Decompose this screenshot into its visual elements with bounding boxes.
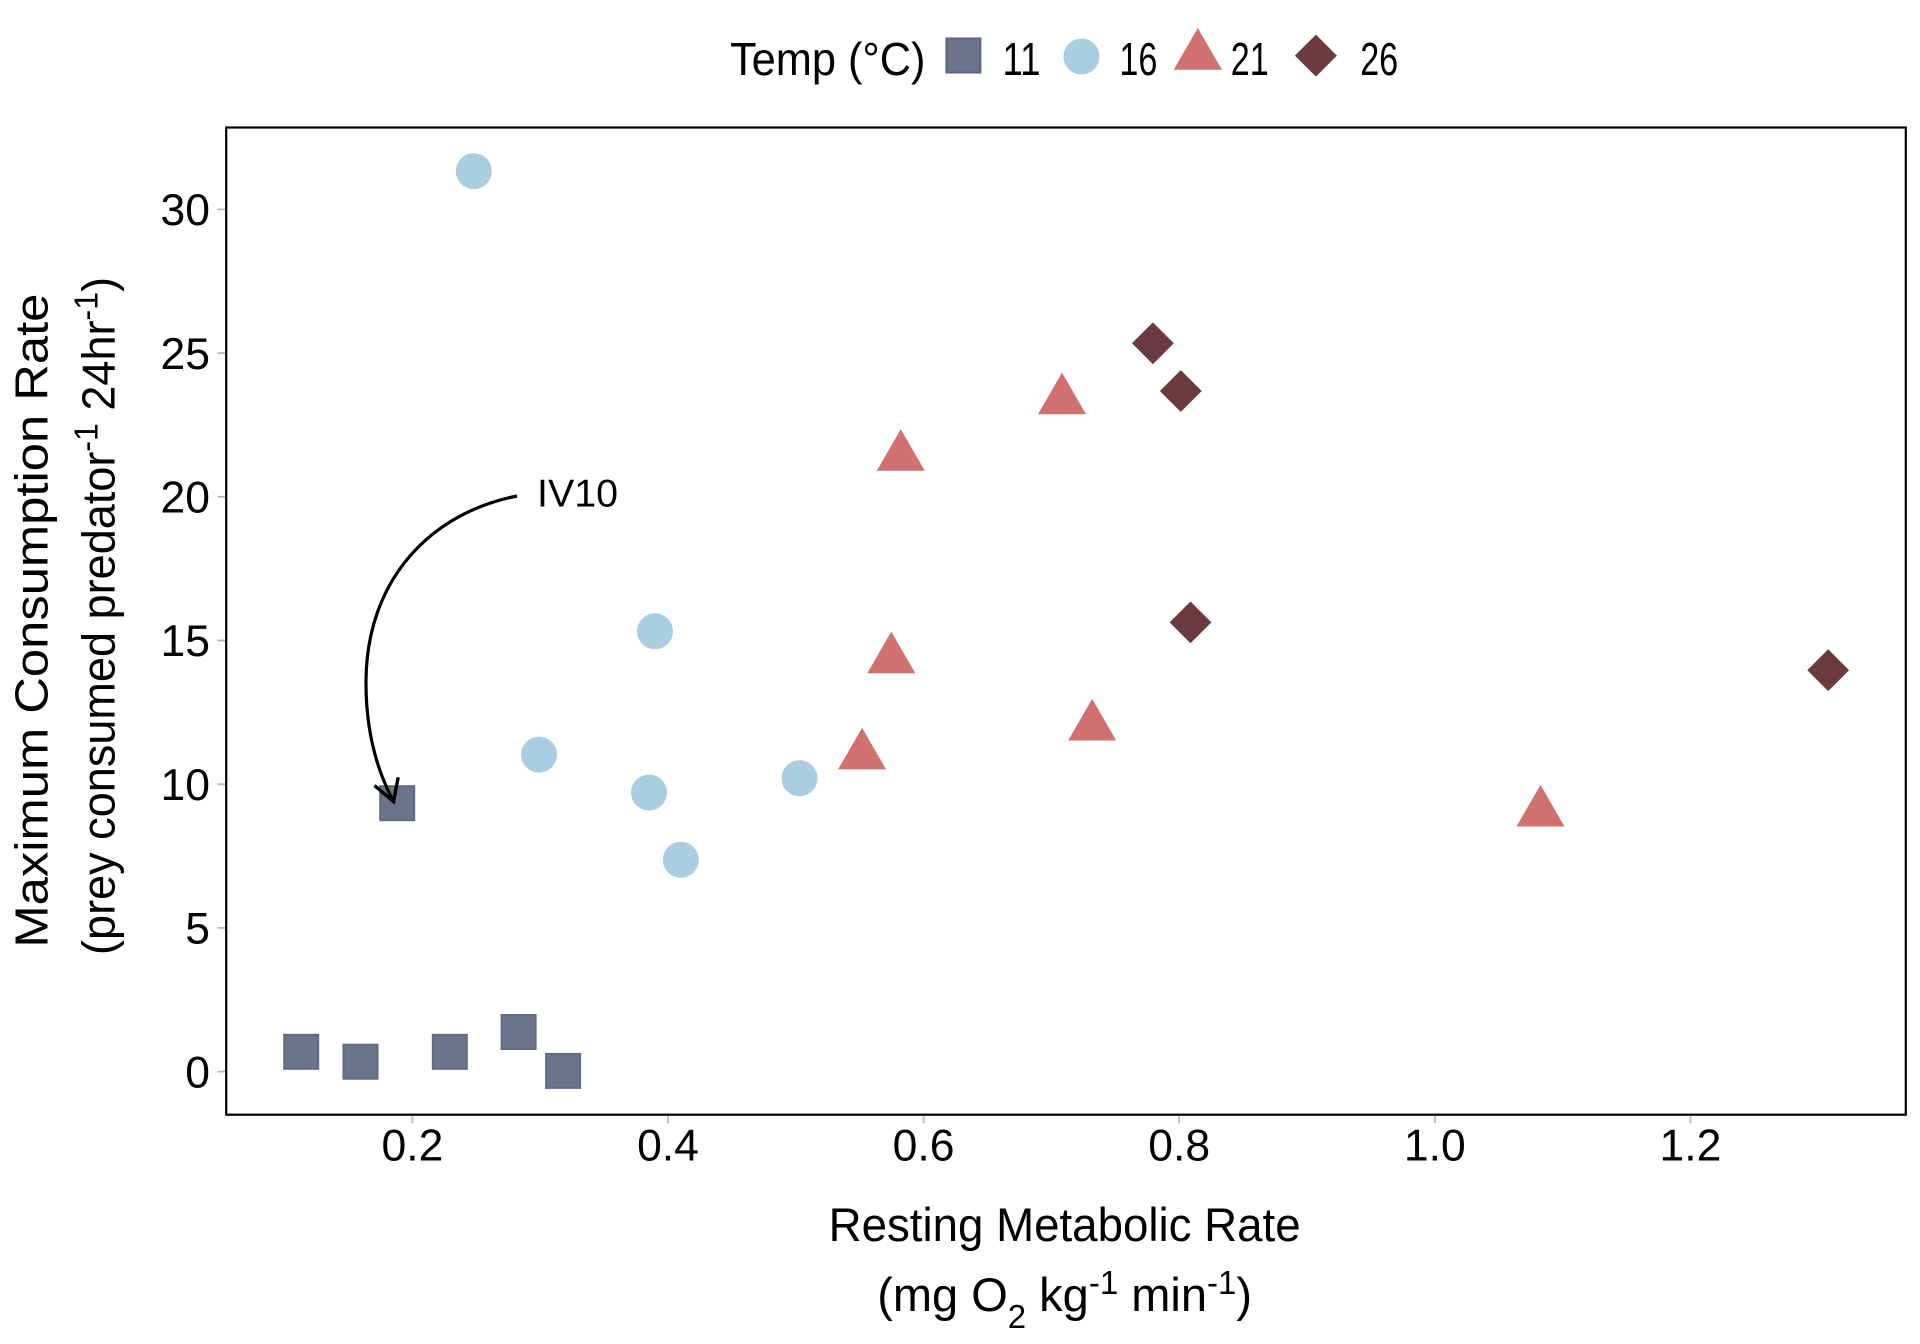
svg-text:11: 11 <box>1003 33 1041 85</box>
svg-text:0.6: 0.6 <box>893 1122 955 1171</box>
svg-text:1.0: 1.0 <box>1404 1122 1466 1171</box>
svg-text:0.4: 0.4 <box>637 1122 699 1171</box>
svg-text:10: 10 <box>161 761 211 810</box>
svg-text:20: 20 <box>161 474 211 523</box>
svg-text:5: 5 <box>185 905 210 954</box>
svg-text:Maximum Consumption Rate: Maximum Consumption Rate <box>6 294 58 948</box>
svg-text:15: 15 <box>161 617 211 666</box>
svg-text:16: 16 <box>1119 33 1157 85</box>
svg-text:Temp (°C): Temp (°C) <box>730 33 926 85</box>
svg-text:1.2: 1.2 <box>1659 1122 1721 1171</box>
svg-text:(prey consumed predator-1 24hr: (prey consumed predator-1 24hr-1) <box>68 277 125 955</box>
svg-text:0: 0 <box>185 1048 210 1097</box>
svg-text:IV10: IV10 <box>537 472 618 515</box>
svg-text:Resting Metabolic Rate: Resting Metabolic Rate <box>829 1198 1301 1251</box>
svg-text:25: 25 <box>161 330 211 379</box>
svg-text:0.8: 0.8 <box>1148 1122 1210 1171</box>
svg-text:0.2: 0.2 <box>381 1122 443 1171</box>
svg-text:26: 26 <box>1360 33 1398 85</box>
svg-text:21: 21 <box>1231 33 1269 85</box>
svg-text:30: 30 <box>161 186 211 235</box>
